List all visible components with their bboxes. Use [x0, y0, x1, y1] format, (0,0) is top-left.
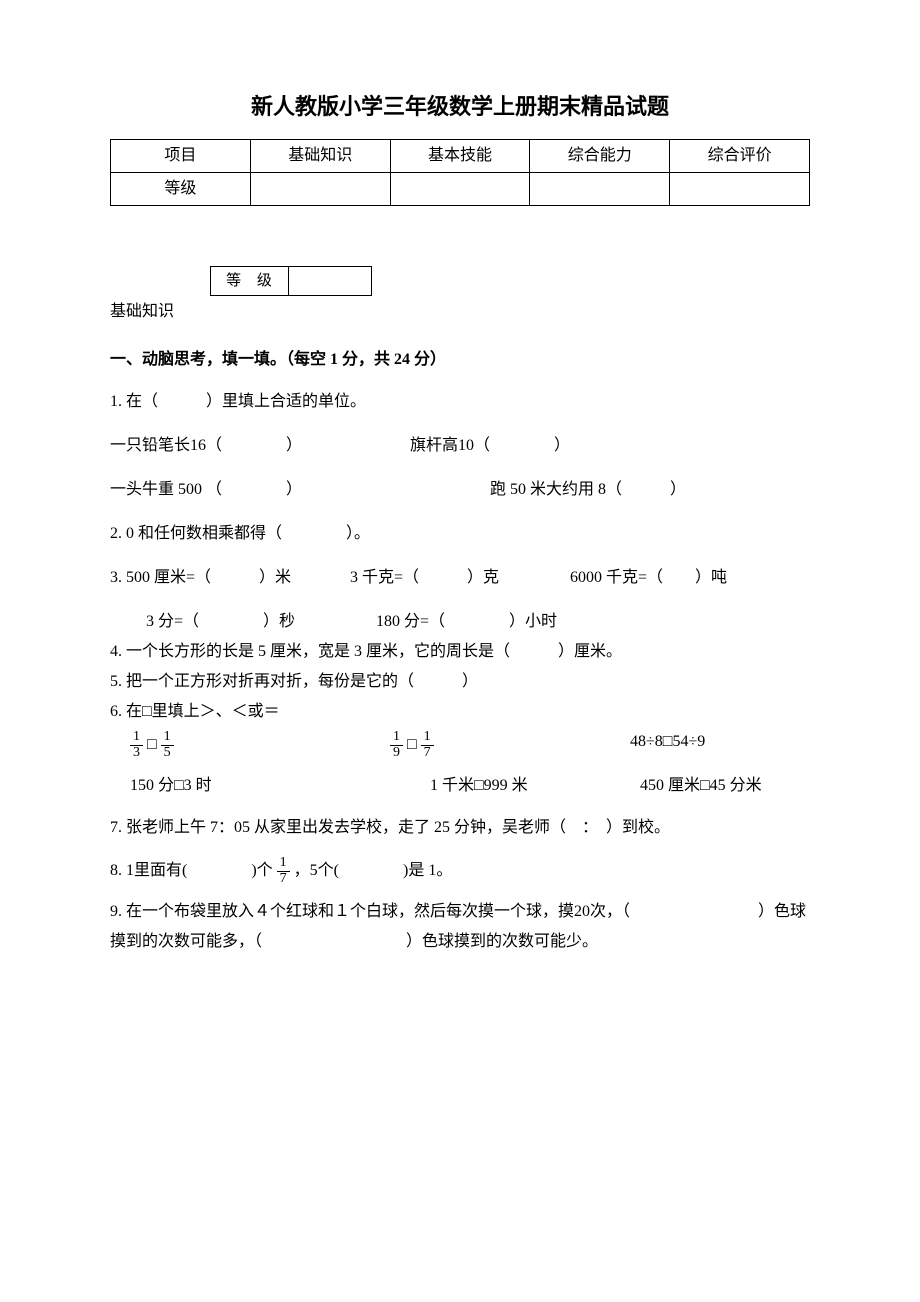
header-project: 项目: [111, 140, 251, 173]
header-comprehensive-ability: 综合能力: [530, 140, 670, 173]
header-basic-knowledge: 基础知识: [250, 140, 390, 173]
fraction: 17: [421, 730, 434, 760]
table-row: 项目 基础知识 基本技能 综合能力 综合评价: [111, 140, 810, 173]
q3-2a: 3 分=（ ）秒: [146, 610, 376, 634]
small-grade-label: 等 级: [211, 267, 289, 296]
q1-d: 跑 50 米大约用 8（ ）: [490, 478, 686, 502]
q8-a: 8. 1里面有( )个: [110, 862, 273, 879]
q1-row2: 一头牛重 500 （ ） 跑 50 米大约用 8（ ）: [110, 478, 810, 502]
q1-a: 一只铅笔长16（ ）: [110, 434, 410, 458]
cell-blank: [390, 173, 530, 206]
cell-blank: [250, 173, 390, 206]
q3-row2: 3 分=（ ）秒 180 分=（ ）小时: [110, 610, 810, 634]
q4: 4. 一个长方形的长是 5 厘米，宽是 3 厘米，它的周长是（ ）厘米。: [110, 640, 810, 664]
table-row: 等级: [111, 173, 810, 206]
q6-r2c: 450 厘米□45 分米: [640, 774, 762, 798]
q3-row1: 3. 500 厘米=（ ）米 3 千克=（ ）克 6000 千克=（ ）吨: [110, 566, 810, 590]
q7: 7. 张老师上午 7：05 从家里出发去学校，走了 25 分钟，吴老师（ ： ）…: [110, 816, 810, 840]
q1-c: 一头牛重 500 （ ）: [110, 478, 490, 502]
q6-c1: 13 □ 15: [130, 730, 390, 760]
q6-r2a: 150 分□3 时: [130, 774, 430, 798]
grade-table: 项目 基础知识 基本技能 综合能力 综合评价 等级: [110, 139, 810, 206]
q6-c2: 19 □ 17: [390, 730, 630, 760]
cell-blank: [670, 173, 810, 206]
fraction: 13: [130, 730, 143, 760]
q3-2b: 180 分=（ ）小时: [376, 610, 557, 634]
fraction: 15: [161, 730, 174, 760]
header-basic-skill: 基本技能: [390, 140, 530, 173]
q3-1a: 3. 500 厘米=（ ）米: [110, 566, 350, 590]
q6-row2: 150 分□3 时 1 千米□999 米 450 厘米□45 分米: [110, 774, 810, 798]
q8: 8. 1里面有( )个 17 ，5个( )是 1。: [110, 856, 810, 886]
section-1-header: 一、动脑思考，填一填。（每空 1 分，共 24 分）: [110, 348, 810, 372]
fraction: 19: [390, 730, 403, 760]
q6-row1: 13 □ 15 19 □ 17 48÷8□54÷9: [110, 730, 810, 760]
q6-r2b: 1 千米□999 米: [430, 774, 640, 798]
q2: 2. 0 和任何数相乘都得（ ）。: [110, 522, 810, 546]
q1-stem: 1. 在（ ）里填上合适的单位。: [110, 390, 810, 414]
q3-1b: 3 千克=（ ）克: [350, 566, 570, 590]
fraction: 17: [277, 856, 290, 886]
page-title: 新人教版小学三年级数学上册期末精品试题: [110, 90, 810, 123]
q1-row1: 一只铅笔长16（ ） 旗杆高10（ ）: [110, 434, 810, 458]
base-knowledge-label: 基础知识: [110, 303, 174, 320]
q3-1c: 6000 千克=（ ）吨: [570, 566, 727, 590]
row-label-grade: 等级: [111, 173, 251, 206]
small-grade-box: 等 级: [210, 266, 372, 296]
cell-blank: [530, 173, 670, 206]
small-grade-value: [289, 267, 372, 296]
q9: 9. 在一个布袋里放入４个红球和１个白球，然后每次摸一个球，摸20次，（ ）色球…: [110, 897, 810, 958]
q1-b: 旗杆高10（ ）: [410, 434, 570, 458]
q5: 5. 把一个正方形对折再对折，每份是它的（ ）: [110, 670, 810, 694]
q6-stem: 6. 在□里填上＞、＜或＝: [110, 700, 810, 724]
q6-c3: 48÷8□54÷9: [630, 730, 705, 760]
header-comprehensive-eval: 综合评价: [670, 140, 810, 173]
q8-b: ，5个( )是 1。: [294, 862, 453, 879]
